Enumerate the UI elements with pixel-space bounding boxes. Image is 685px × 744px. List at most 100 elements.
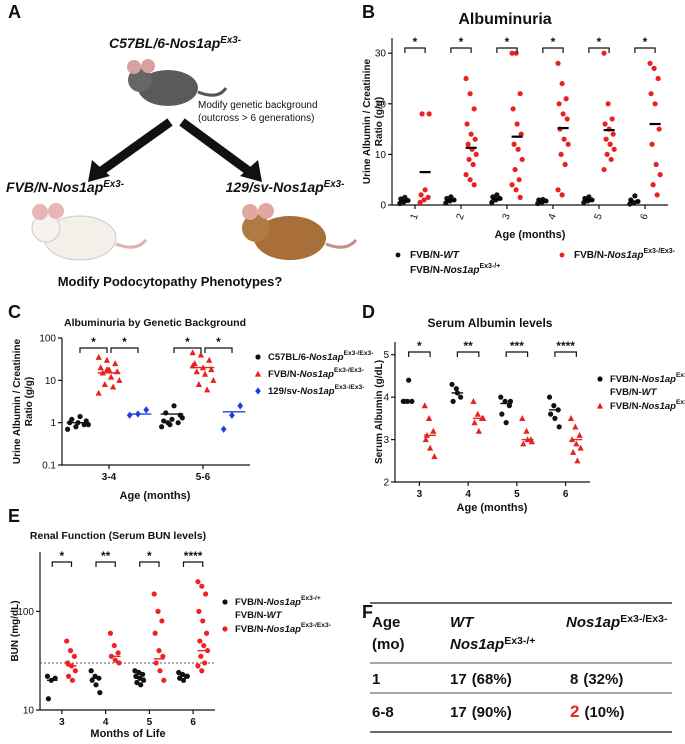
diagram-left-part: Ex3- [103, 179, 124, 190]
y-axis-label: Urine Albumin / Creatinine [12, 338, 23, 464]
point [77, 413, 83, 420]
legend-label-part: Nos1ap [642, 374, 677, 385]
point [605, 101, 611, 107]
x-tick-label: 4 [465, 489, 471, 500]
point [157, 668, 163, 674]
point [69, 416, 75, 422]
point [220, 425, 227, 433]
diagram-left-part: FVB/N- [6, 179, 53, 195]
legend-label-part: C57BL/6- [268, 352, 309, 363]
point [489, 199, 495, 206]
point [425, 194, 431, 201]
x-tick-label: 6 [190, 717, 196, 728]
legend-label-part: Ex3-/Ex3- [676, 399, 685, 406]
legend-label-part: Ex3-/+ [479, 263, 500, 270]
x-axis-label: Age (months) [457, 502, 528, 514]
legend-label-part: 129/sv- [268, 386, 300, 397]
point [204, 386, 211, 393]
point [65, 426, 71, 432]
point [44, 673, 51, 679]
table-cell-part: (90%) [472, 704, 512, 721]
point [426, 111, 432, 117]
axes [394, 342, 590, 483]
point [115, 650, 121, 656]
point [518, 131, 524, 137]
sig-bracket [79, 347, 108, 353]
point [596, 402, 604, 409]
x-axis-label: Months of Life [90, 728, 165, 740]
point [655, 75, 661, 82]
sig-label: **** [184, 549, 203, 563]
sig-label: * [60, 549, 65, 563]
point [443, 200, 449, 206]
y-tick-label: 10 [45, 376, 57, 387]
sig-bracket [51, 561, 73, 567]
panel-label: D [362, 302, 375, 322]
legend-label-part: FVB/N- [610, 374, 642, 385]
point [153, 660, 159, 666]
point [516, 177, 522, 183]
mouse-gray [127, 59, 228, 106]
sig-bracket [95, 561, 116, 567]
sig-bracket [634, 47, 656, 53]
legend-label-part: FVB/N- [235, 624, 267, 635]
legend-label-part: Nos1ap [443, 265, 479, 276]
x-tick-label: 3-4 [102, 472, 117, 483]
point [559, 192, 565, 198]
legend-label-part: Nos1ap [267, 597, 302, 608]
point [195, 381, 202, 388]
point [471, 419, 478, 426]
sig-label: * [122, 335, 127, 349]
legend-label: C57BL/6-Nos1apEx3-/Ex3- [268, 350, 373, 363]
y-axis-label: Urine Albumin / Creatinine [362, 58, 373, 184]
point [206, 356, 213, 363]
point [107, 373, 115, 380]
point [89, 677, 95, 683]
point [548, 411, 554, 417]
y-tick-label: 10 [375, 150, 387, 161]
table-cell-part: 8 [570, 671, 578, 688]
point [627, 201, 633, 207]
point [503, 420, 509, 426]
chart-title: Albuminuria by Genetic Background [64, 317, 246, 329]
point [88, 668, 94, 674]
table-header-part: Nos1ap [450, 636, 504, 653]
point [422, 436, 429, 443]
diagram-left-part: Nos1ap [53, 179, 104, 195]
y-tick-label: 5 [383, 350, 389, 361]
sig-bracket [173, 347, 202, 353]
point [52, 675, 58, 681]
point [138, 682, 144, 688]
point [418, 192, 424, 198]
y-tick-label: 2 [383, 478, 389, 489]
mouse-white [31, 203, 148, 261]
point [519, 414, 526, 421]
point [467, 91, 473, 97]
point [573, 440, 580, 447]
chart-title: Albuminuria [458, 11, 551, 28]
point [561, 136, 567, 142]
table: 17 (68%) 8 (32%) 17 (90%) 2 (10%) [370, 602, 672, 733]
point [69, 677, 76, 683]
point [466, 156, 472, 163]
sig-bracket [204, 347, 233, 353]
point [193, 368, 200, 375]
point [97, 690, 103, 696]
point [507, 398, 514, 404]
point [509, 182, 515, 188]
point [169, 416, 175, 422]
point [603, 136, 609, 142]
point [611, 146, 617, 152]
point [499, 411, 505, 417]
sig-label: ** [101, 549, 111, 563]
point [656, 126, 662, 132]
point [471, 182, 477, 188]
sig-bracket [456, 351, 480, 357]
x-tick-label: 5 [147, 717, 153, 728]
point [163, 410, 169, 416]
point [648, 91, 654, 97]
point [498, 394, 504, 400]
point [555, 60, 561, 66]
point [159, 424, 165, 430]
point [197, 638, 203, 644]
